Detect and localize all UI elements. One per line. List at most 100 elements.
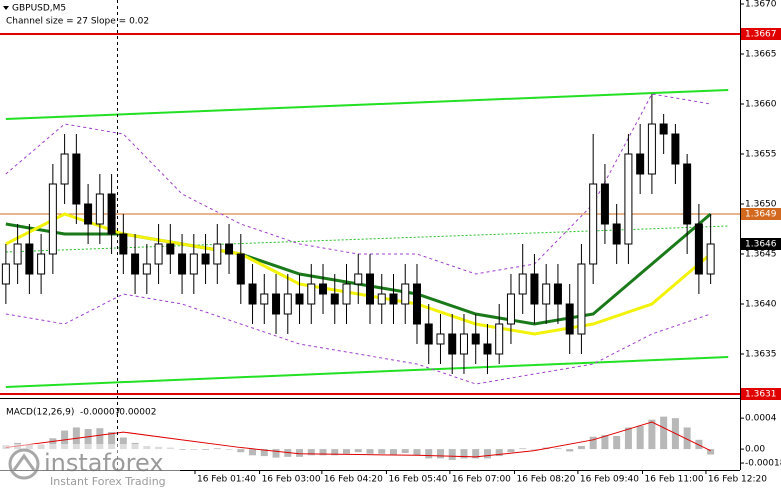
y-tick-label: 1.3640 bbox=[745, 300, 777, 310]
macd-signal-line bbox=[5, 421, 711, 458]
watermark-brand: instaforex bbox=[44, 449, 164, 477]
candle-body bbox=[319, 283, 328, 295]
candle-body bbox=[95, 193, 104, 225]
x-tick-label: 16 Feb 12:20 bbox=[708, 475, 767, 485]
y-tick-label: 1.3645 bbox=[745, 250, 777, 260]
candle-body bbox=[272, 293, 281, 315]
level-tag bbox=[741, 28, 781, 40]
macd-bar bbox=[307, 449, 315, 456]
macd-bar bbox=[272, 449, 280, 458]
candle-body bbox=[694, 223, 703, 275]
candle-body bbox=[142, 263, 151, 275]
candle-body bbox=[471, 333, 480, 345]
macd-bar bbox=[401, 449, 409, 453]
candle-body bbox=[178, 253, 187, 275]
candle-body bbox=[354, 273, 363, 285]
price-panel bbox=[0, 33, 740, 395]
macd-bar bbox=[483, 449, 491, 459]
candle-body bbox=[72, 153, 81, 205]
macd-y-tick-label: 0.00 bbox=[745, 445, 765, 455]
macd-bar bbox=[237, 449, 245, 453]
macd-bar bbox=[613, 435, 621, 450]
dropdown-icon bbox=[3, 6, 9, 10]
candle-body bbox=[260, 293, 269, 305]
candle-body bbox=[424, 323, 433, 345]
macd-y-tick-label: -0.00018 bbox=[745, 459, 781, 469]
candle-body bbox=[659, 123, 668, 135]
candle-body bbox=[154, 243, 163, 265]
macd-bar bbox=[296, 449, 304, 457]
candle-body bbox=[248, 283, 257, 305]
macd-bar bbox=[601, 435, 609, 450]
macd-bar bbox=[213, 448, 221, 450]
macd-bar bbox=[448, 449, 456, 460]
candle-body bbox=[189, 253, 198, 275]
candle-body bbox=[647, 123, 656, 175]
candle-body bbox=[542, 283, 551, 305]
candle-body bbox=[283, 293, 292, 315]
macd-bar bbox=[96, 428, 104, 450]
candle-body bbox=[553, 283, 562, 305]
candle-body bbox=[1, 263, 10, 285]
macd-bar bbox=[507, 449, 515, 453]
macd-bar bbox=[249, 449, 257, 456]
macd-bar bbox=[366, 449, 374, 454]
candle-body bbox=[412, 283, 421, 325]
candle-body bbox=[295, 293, 304, 305]
macd-bar bbox=[413, 449, 421, 456]
candle-body bbox=[131, 253, 140, 275]
macd-bar bbox=[108, 432, 116, 450]
macd-bar bbox=[636, 425, 644, 450]
macd-bar bbox=[519, 448, 527, 450]
watermark-logo-mark bbox=[12, 453, 36, 471]
candle-body bbox=[330, 293, 339, 305]
macd-bar bbox=[624, 427, 632, 450]
candle-body bbox=[225, 243, 234, 255]
macd-bar bbox=[425, 449, 433, 459]
candle-body bbox=[589, 183, 598, 265]
x-tick-label: 16 Feb 08:20 bbox=[516, 475, 575, 485]
macd-bar bbox=[495, 449, 503, 457]
last-price-label: 1.3646 bbox=[745, 240, 777, 250]
macd-bar bbox=[49, 438, 57, 450]
x-tick-label: 16 Feb 07:00 bbox=[452, 475, 511, 485]
macd-bar bbox=[343, 449, 351, 454]
candle-body bbox=[25, 243, 34, 275]
indicator-line bbox=[5, 293, 711, 385]
candle-body bbox=[518, 273, 527, 295]
watermark-logo bbox=[8, 448, 40, 480]
x-tick-label: 16 Feb 03:00 bbox=[262, 475, 321, 485]
y-tick-label: 1.3655 bbox=[745, 150, 777, 160]
candle-body bbox=[201, 253, 210, 265]
candle-body bbox=[600, 183, 609, 225]
candle-body bbox=[48, 183, 57, 255]
candle-body bbox=[342, 283, 351, 305]
macd-bar bbox=[707, 449, 715, 455]
macd-bar bbox=[530, 449, 538, 450]
level-tag bbox=[741, 208, 781, 220]
candle-body bbox=[13, 243, 22, 265]
macd-bar bbox=[331, 449, 339, 456]
channel-line bbox=[5, 89, 729, 120]
candle-body bbox=[37, 253, 46, 275]
macd-bar bbox=[460, 449, 468, 459]
candle-body bbox=[84, 203, 93, 225]
candle-body bbox=[683, 163, 692, 225]
macd-bar bbox=[577, 446, 585, 450]
y-tick-label: 1.3665 bbox=[745, 50, 777, 60]
candle-body bbox=[577, 263, 586, 335]
x-tick-label: 16 Feb 01:40 bbox=[197, 475, 256, 485]
level-tag bbox=[741, 388, 781, 400]
candle-body bbox=[401, 283, 410, 305]
candle-body bbox=[495, 323, 504, 355]
candle-body bbox=[436, 333, 445, 345]
level-label: 1.3631 bbox=[745, 390, 777, 400]
macd-bar bbox=[554, 448, 562, 450]
macd-bar bbox=[660, 416, 668, 450]
macd-bar bbox=[354, 449, 362, 453]
x-tick-label: 16 Feb 04:20 bbox=[324, 475, 383, 485]
candle-body bbox=[530, 273, 539, 305]
channel-label: Channel size = 27 Slope = 0.02 bbox=[6, 17, 149, 27]
